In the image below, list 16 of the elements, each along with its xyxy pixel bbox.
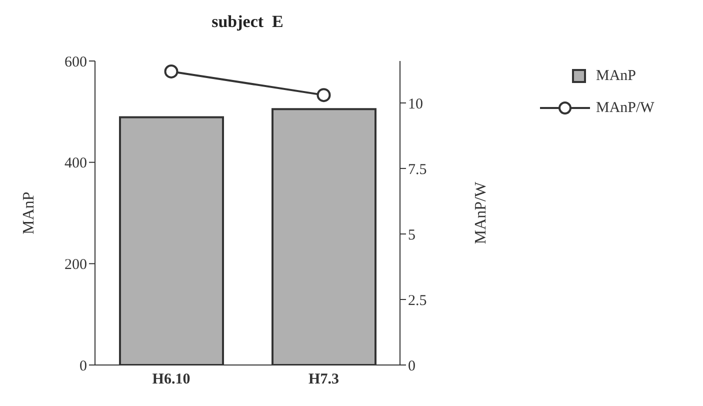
y2-tick-label: 10 bbox=[408, 96, 423, 112]
y2-tick-label: 5 bbox=[408, 227, 416, 244]
y-tick-label: 200 bbox=[64, 256, 87, 273]
x-tick-label: H7.3 bbox=[308, 372, 339, 388]
y2-tick-label: 2.5 bbox=[408, 292, 427, 309]
y-tick-label: 0 bbox=[80, 358, 87, 374]
legend-label: MAnP/W bbox=[596, 100, 654, 116]
y-tick-label: 600 bbox=[64, 54, 87, 70]
legend-label: MAnP bbox=[596, 68, 636, 84]
y-tick-label: 400 bbox=[64, 156, 87, 172]
x-tick-label: H6.10 bbox=[152, 372, 190, 388]
y2-tick-label: 7.5 bbox=[408, 162, 427, 178]
chart-title: subject E bbox=[210, 12, 284, 32]
y2-tick-label: 0 bbox=[408, 358, 416, 374]
y2-axis-title: MAnP/W bbox=[472, 180, 490, 244]
y-axis-title: MAnP bbox=[20, 192, 38, 234]
